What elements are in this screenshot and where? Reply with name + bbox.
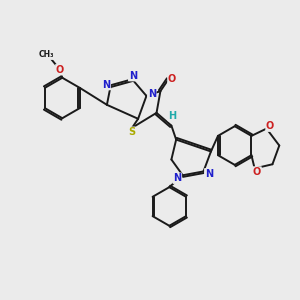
Text: N: N: [148, 88, 156, 98]
Text: O: O: [56, 65, 64, 75]
Text: N: N: [129, 71, 137, 81]
Text: H: H: [168, 111, 176, 121]
Text: N: N: [102, 80, 110, 90]
Text: O: O: [168, 74, 176, 84]
Text: N: N: [205, 169, 213, 179]
Text: S: S: [128, 127, 135, 137]
Text: N: N: [173, 173, 181, 183]
Text: O: O: [266, 121, 274, 131]
Text: CH₃: CH₃: [39, 50, 54, 59]
Text: O: O: [253, 167, 261, 177]
